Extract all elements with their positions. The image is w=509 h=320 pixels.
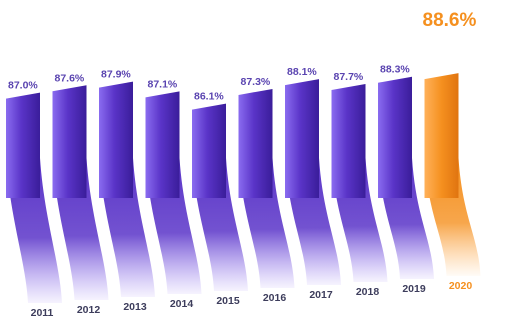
bar-2017 (285, 79, 319, 198)
bar-2012 (52, 85, 87, 198)
value-label-2016: 87.3% (241, 76, 271, 88)
year-label-2017: 2017 (309, 289, 333, 301)
bar-2015 (192, 103, 226, 198)
bar-2018 (331, 84, 366, 198)
bar-2014 (145, 91, 180, 198)
year-label-2015: 2015 (216, 295, 240, 307)
bar-2016 (238, 88, 273, 198)
bar-2019 (378, 76, 412, 198)
year-label-2012: 2012 (77, 304, 101, 316)
year-label-2020: 2020 (449, 280, 473, 292)
bar-2011 (6, 92, 40, 198)
year-label-2013: 2013 (123, 301, 147, 313)
year-label-2018: 2018 (356, 286, 380, 298)
value-label-2015: 86.1% (194, 91, 224, 103)
bar-2020 (424, 73, 459, 198)
bar-2013 (99, 81, 133, 198)
year-label-2011: 2011 (31, 307, 54, 319)
year-label-2016: 2016 (263, 292, 287, 304)
value-label-2019: 88.3% (380, 64, 410, 76)
value-label-2020: 88.6% (423, 10, 477, 31)
value-label-2011: 87.0% (8, 80, 38, 92)
value-label-2012: 87.6% (55, 72, 85, 84)
value-labels-layer: 87.0% 87.6% 87.9% 87.1% 86.1% 87.3% 88.1% 87.7%… (8, 10, 476, 103)
bars-layer (6, 73, 481, 303)
value-label-2018: 87.7% (334, 71, 364, 83)
value-label-2013: 87.9% (101, 69, 131, 81)
year-label-2019: 2019 (402, 283, 426, 295)
value-label-2014: 87.1% (148, 78, 178, 90)
year-labels-layer: 2011 2012 2013 2014 2015 2016 2017 2018 2019 2020 (31, 280, 473, 319)
year-label-2014: 2014 (170, 298, 194, 310)
value-label-2017: 88.1% (287, 66, 317, 78)
